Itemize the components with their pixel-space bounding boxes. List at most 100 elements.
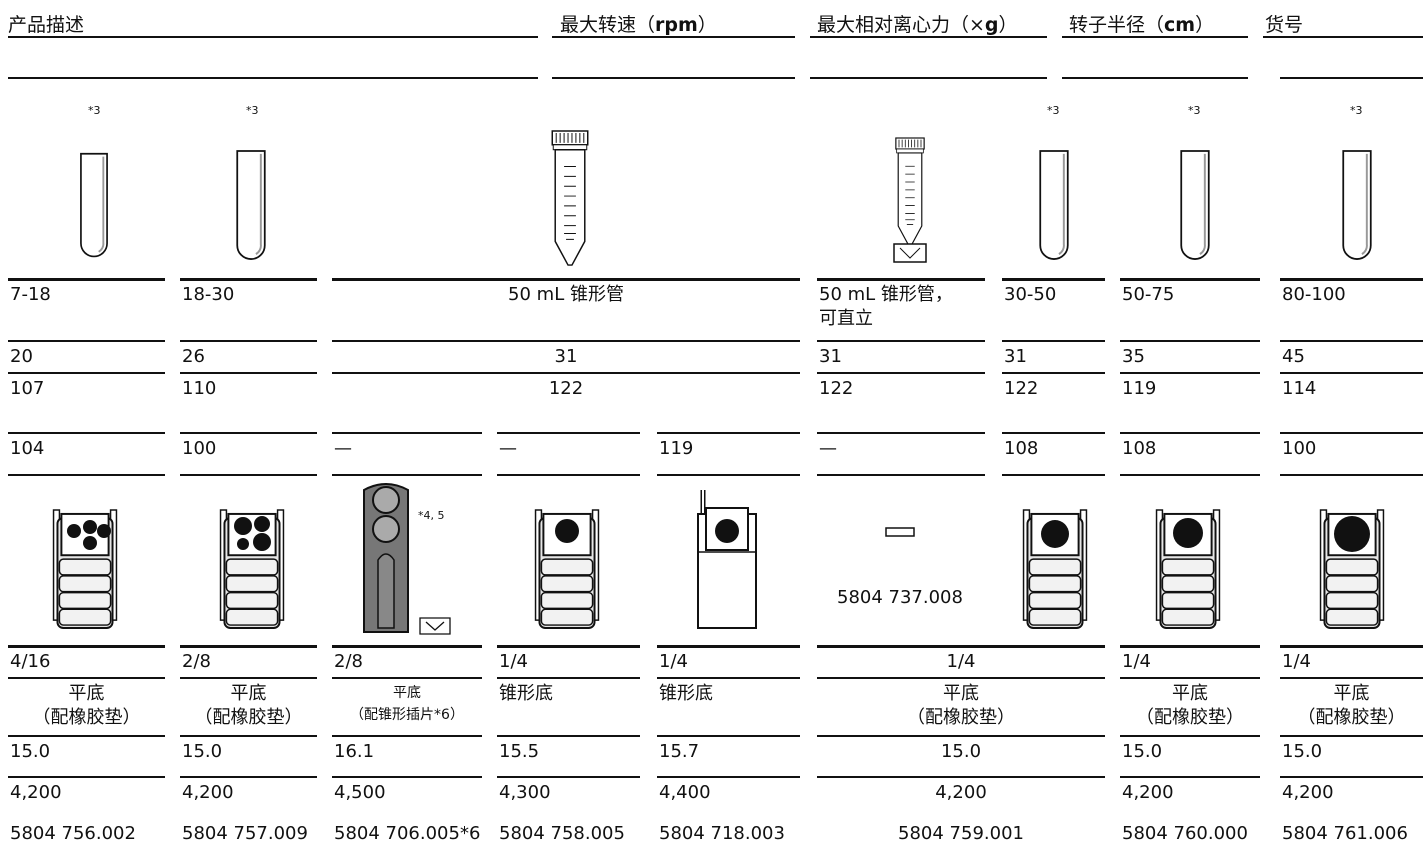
table-cell: 4,400 <box>659 782 711 803</box>
table-cell: 4,200 <box>10 782 62 803</box>
rule <box>180 735 317 737</box>
footnote-mark: *3 <box>1350 104 1363 117</box>
table-cell: 2/8 <box>182 651 211 672</box>
table-cell: 15.0 <box>1282 741 1323 762</box>
rule <box>657 677 800 679</box>
table-cell: 锥形底 <box>499 683 553 704</box>
table-cell: 45 <box>1282 346 1305 367</box>
rule <box>817 278 985 281</box>
header-unit: cm <box>1164 14 1196 36</box>
rule <box>180 340 317 342</box>
bucket-icon <box>1155 509 1221 629</box>
footnote-mark: *4, 5 <box>418 509 445 522</box>
rule <box>1280 645 1423 648</box>
table-cell: 5804 759.001 <box>898 823 1024 844</box>
mat-icon <box>885 527 915 537</box>
rule <box>497 677 640 679</box>
table-cell: 4,200 <box>1282 782 1334 803</box>
table-cell: 35 <box>1122 346 1145 367</box>
rule <box>8 776 165 778</box>
table-cell: — <box>499 438 517 459</box>
rule <box>180 432 317 434</box>
rule <box>332 474 482 476</box>
table-cell: 80-100 <box>1282 284 1346 305</box>
rule <box>8 340 165 342</box>
table-cell: 110 <box>182 378 217 399</box>
rule <box>817 474 985 476</box>
rule <box>497 474 640 476</box>
table-cell: 119 <box>659 438 694 459</box>
rule <box>1280 474 1423 476</box>
table-cell: 7-18 <box>10 284 51 305</box>
table-cell: 1/4 <box>1122 651 1151 672</box>
table-cell: 5804 758.005 <box>499 823 625 844</box>
rule <box>817 735 1105 737</box>
rule <box>817 677 1105 679</box>
rule <box>817 776 1105 778</box>
table-cell: 122 <box>548 378 584 399</box>
rule <box>332 735 482 737</box>
table-cell: 平底 （配橡胶垫） <box>907 683 1015 728</box>
table-cell: 锥形底 <box>659 683 713 704</box>
conical-tube-icon <box>551 130 589 266</box>
rule <box>1120 340 1260 342</box>
table-cell: 20 <box>10 346 33 367</box>
rule <box>1120 645 1260 648</box>
header-prefix: 转子半径（ <box>1069 14 1165 36</box>
rule <box>180 372 317 374</box>
header-suffix: ） <box>998 14 1018 36</box>
rule <box>810 36 1047 38</box>
table-cell: 15.0 <box>1122 741 1163 762</box>
table-cell: 平底 （配锥形插片*6） <box>350 685 464 723</box>
rule <box>1120 278 1260 281</box>
rule <box>1280 677 1423 679</box>
rule <box>817 432 985 434</box>
tube-icon <box>236 149 266 261</box>
tube-icon <box>1179 149 1211 261</box>
bucket-icon <box>219 509 285 629</box>
rule <box>657 735 800 737</box>
table-cell: 5804 761.006 <box>1282 823 1408 844</box>
rule <box>1120 432 1260 434</box>
rule <box>1002 340 1105 342</box>
table-cell: 30-50 <box>1004 284 1057 305</box>
table-cell: 4,300 <box>499 782 551 803</box>
column-header: 货号 <box>1265 10 1303 37</box>
table-cell: 114 <box>1282 378 1317 399</box>
table-cell: 119 <box>1122 378 1157 399</box>
table-cell: 1/4 <box>946 651 976 672</box>
part-number: 5804 737.008 <box>837 587 963 608</box>
rule <box>8 474 165 476</box>
rule <box>180 278 317 281</box>
rule <box>8 432 165 434</box>
table-cell: 50 mL 锥形管 <box>508 284 624 305</box>
table-cell: 18-30 <box>182 284 235 305</box>
tube-icon <box>1039 149 1069 261</box>
rule <box>180 474 317 476</box>
rule <box>8 677 165 679</box>
table-cell: 15.0 <box>10 741 51 762</box>
header-prefix: 货号 <box>1265 14 1304 36</box>
rule <box>332 645 482 648</box>
table-cell: 4,200 <box>935 782 987 803</box>
table-cell: 107 <box>10 378 45 399</box>
rule <box>552 36 795 38</box>
rule <box>332 776 482 778</box>
table-cell: 15.0 <box>940 741 982 762</box>
tube-icon <box>1341 149 1373 261</box>
table-cell: 15.5 <box>499 741 540 762</box>
rule <box>1120 735 1260 737</box>
rule <box>180 776 317 778</box>
table-cell: 平底 （配橡胶垫） <box>1297 683 1406 728</box>
table-cell: 50 mL 锥形管， 可直立 <box>819 284 953 329</box>
table-cell: 4/16 <box>10 651 51 672</box>
table-cell: — <box>819 438 837 459</box>
table-cell: 108 <box>1122 438 1157 459</box>
table-cell: 31 <box>554 346 578 367</box>
header-unit: rpm <box>655 14 698 36</box>
header-prefix: 最大相对离心力（× <box>817 14 985 36</box>
table-cell: 5804 718.003 <box>659 823 785 844</box>
rule <box>1280 278 1423 281</box>
rule <box>180 677 317 679</box>
